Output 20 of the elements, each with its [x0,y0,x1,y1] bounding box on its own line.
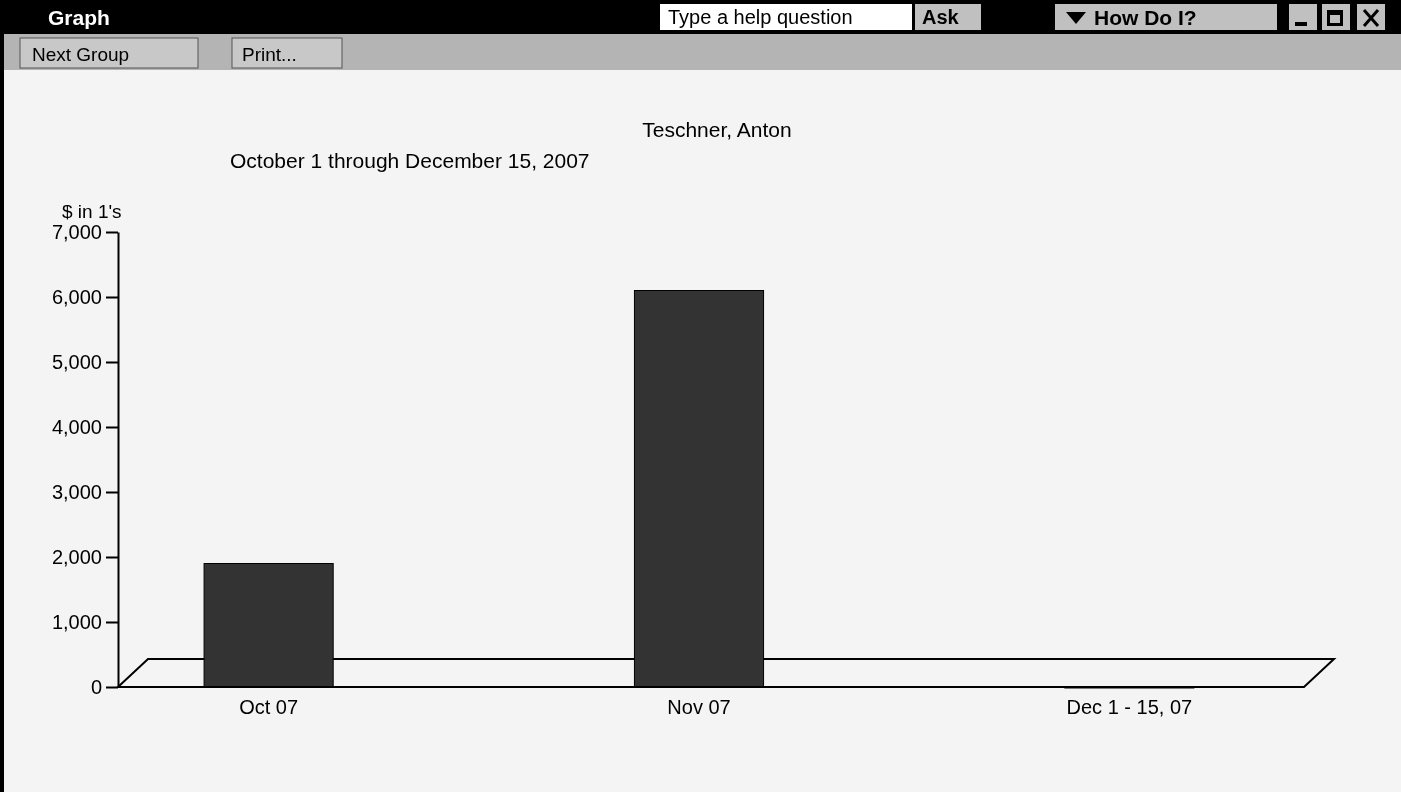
x-tick-label: Nov 07 [667,696,731,718]
text: How Do I? [1094,6,1197,29]
text: Next Group [32,44,130,65]
text: Print... [242,44,297,65]
y-tick-label: 7,000 [51,220,102,243]
text: Type a help question [668,6,853,28]
x-tick-label: Dec 1 - 15, 07 [1066,696,1193,718]
text: Graph [48,6,110,29]
y-tick-label: 6,000 [51,285,102,308]
x-tick-label: Oct 07 [239,696,299,718]
y-tick-label: 4,000 [51,415,102,438]
chart-title: Teschner, Anton [642,118,792,141]
y-tick-label: 0 [90,675,102,698]
y-axis-title: $ in 1's [62,201,122,222]
text: Ask [922,6,960,28]
chart-subtitle: October 1 through December 15, 2007 [230,149,590,172]
y-tick-label: 2,000 [51,545,102,568]
y-tick-label: 1,000 [51,610,102,633]
y-tick-label: 3,000 [51,480,102,503]
y-tick-label: 5,000 [51,350,102,373]
